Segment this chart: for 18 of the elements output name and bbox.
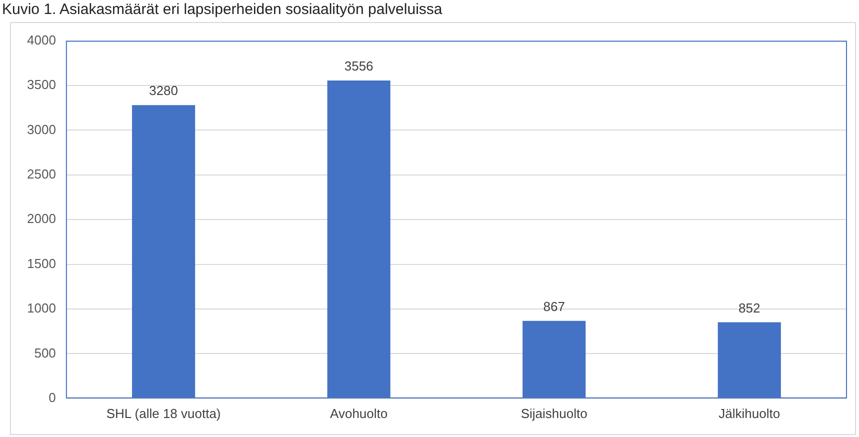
data-label: 3556 <box>344 58 374 74</box>
data-label: 852 <box>738 300 760 316</box>
x-tick-label: Jälkihuolto <box>718 406 780 421</box>
y-tick-label: 3500 <box>27 77 56 92</box>
x-tick-label: Avohuolto <box>330 406 388 421</box>
y-tick-label: 0 <box>48 390 56 405</box>
data-label: 867 <box>543 298 565 314</box>
x-tick-label: SHL (alle 18 vuotta) <box>106 406 221 421</box>
y-tick-label: 4000 <box>27 32 56 48</box>
data-label: 3280 <box>149 83 178 98</box>
y-tick-label: 1500 <box>27 256 56 271</box>
y-tick-label: 3000 <box>27 122 56 137</box>
y-tick-label: 1000 <box>27 300 56 316</box>
y-tick-label: 2000 <box>27 211 56 226</box>
x-tick-label: Sijaishuolto <box>520 406 588 421</box>
y-tick-label: 500 <box>34 345 56 360</box>
chart-title: Kuvio 1. Asiakasmäärät eri lapsiperheiden sosiaalityön palveluissa <box>2 0 442 20</box>
y-tick-label: 2500 <box>27 166 56 182</box>
